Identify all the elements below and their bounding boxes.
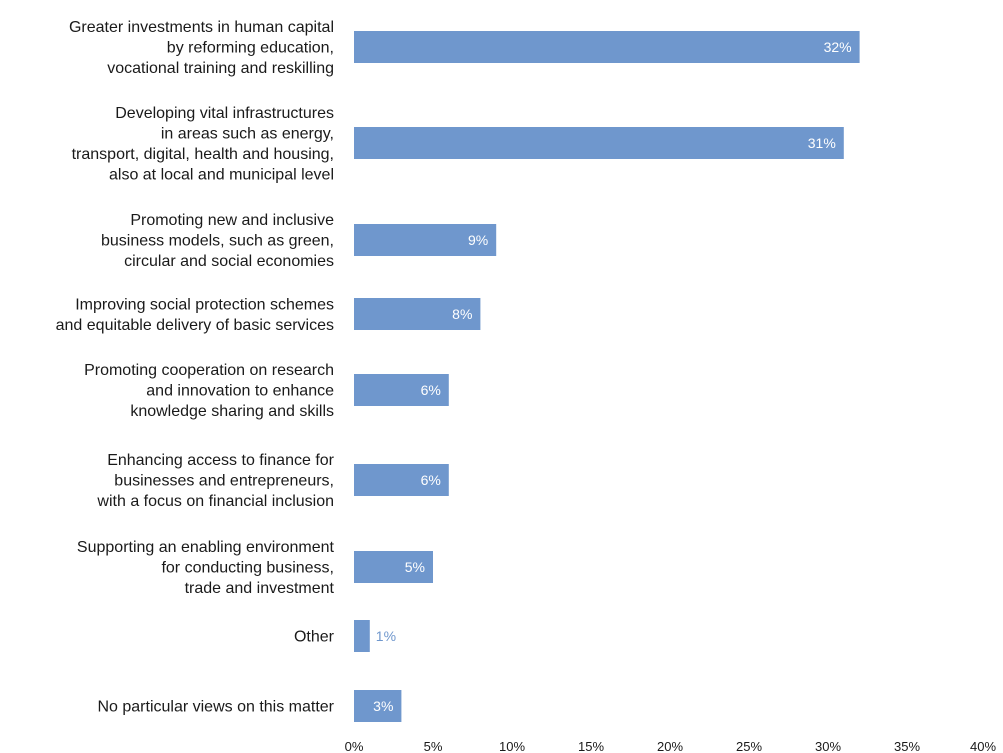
category-label: Enhancing access to finance for businesse… <box>96 452 334 510</box>
category-label-line: and equitable delivery of basic services <box>56 317 334 334</box>
category-label: Improving social protection schemes and e… <box>56 296 334 334</box>
bar-value-label: 5% <box>405 559 425 575</box>
category-label-line: Greater investments in human capital <box>69 19 334 36</box>
category-label: Other <box>294 629 335 646</box>
category-label-line: with a focus on financial inclusion <box>96 493 334 510</box>
category-label-line: vocational training and reskilling <box>107 60 334 77</box>
category-label: Supporting an enabling environment for co… <box>77 539 335 597</box>
x-tick-label: 35% <box>894 739 920 753</box>
x-tick-label: 25% <box>736 739 762 753</box>
category-label-line: in areas such as energy, <box>161 125 334 142</box>
bar <box>354 224 497 256</box>
category-label-line: Developing vital infrastructures <box>115 105 334 122</box>
category-label-line: trade and investment <box>185 580 335 597</box>
bar <box>354 464 449 496</box>
bar-value-label: 3% <box>373 698 393 714</box>
bar-value-label: 31% <box>808 135 836 151</box>
category-label-line: Improving social protection schemes <box>75 296 334 313</box>
bar <box>354 620 370 652</box>
bar-value-label: 1% <box>376 628 396 644</box>
category-labels: Greater investments in human capital by r… <box>56 19 335 716</box>
category-label-line: Other <box>294 629 335 646</box>
bar <box>354 298 481 330</box>
category-label-line: Enhancing access to finance for <box>107 452 334 469</box>
bar <box>354 31 860 63</box>
x-tick-label: 10% <box>499 739 525 753</box>
bar-value-label: 6% <box>421 472 441 488</box>
value-labels: 32% 31% 9% 8% 6% 6% 5% 1% 3% <box>373 39 851 714</box>
bar <box>354 374 449 406</box>
category-label: No particular views on this matter <box>97 699 334 716</box>
bar <box>354 690 402 722</box>
x-tick-label: 30% <box>815 739 841 753</box>
category-label-line: also at local and municipal level <box>109 166 334 183</box>
category-label: Promoting cooperation on research and inn… <box>84 362 334 420</box>
category-label-line: Promoting new and inclusive <box>130 212 334 229</box>
category-label-line: businesses and entrepreneurs, <box>114 473 334 490</box>
x-tick-label: 40% <box>970 739 996 753</box>
bar-value-label: 32% <box>824 39 852 55</box>
x-tick-label: 0% <box>345 739 364 753</box>
category-label-line: transport, digital, health and housing, <box>72 146 334 163</box>
bars <box>354 31 860 722</box>
category-label: Greater investments in human capital by r… <box>69 19 334 77</box>
category-label: Developing vital infrastructures in areas… <box>72 105 334 184</box>
category-label: Promoting new and inclusive business mode… <box>101 212 334 270</box>
category-label-line: for conducting business, <box>161 560 334 577</box>
x-axis-ticks: 0% 5% 10% 15% 20% 25% 30% 35% 40% <box>345 739 997 753</box>
category-label-line: Promoting cooperation on research <box>84 362 334 379</box>
category-label-line: No particular views on this matter <box>97 699 334 716</box>
x-tick-label: 15% <box>578 739 604 753</box>
x-tick-label: 5% <box>424 739 443 753</box>
category-label-line: business models, such as green, <box>101 233 334 250</box>
category-label-line: by reforming education, <box>167 40 334 57</box>
category-label-line: and innovation to enhance <box>146 383 334 400</box>
bar <box>354 127 844 159</box>
category-label-line: knowledge sharing and skills <box>130 403 334 420</box>
bar <box>354 551 433 583</box>
bar-value-label: 9% <box>468 232 488 248</box>
category-label-line: circular and social economies <box>124 253 334 270</box>
bar-value-label: 6% <box>421 382 441 398</box>
category-label-line: Supporting an enabling environment <box>77 539 335 556</box>
bar-value-label: 8% <box>452 306 472 322</box>
x-tick-label: 20% <box>657 739 683 753</box>
